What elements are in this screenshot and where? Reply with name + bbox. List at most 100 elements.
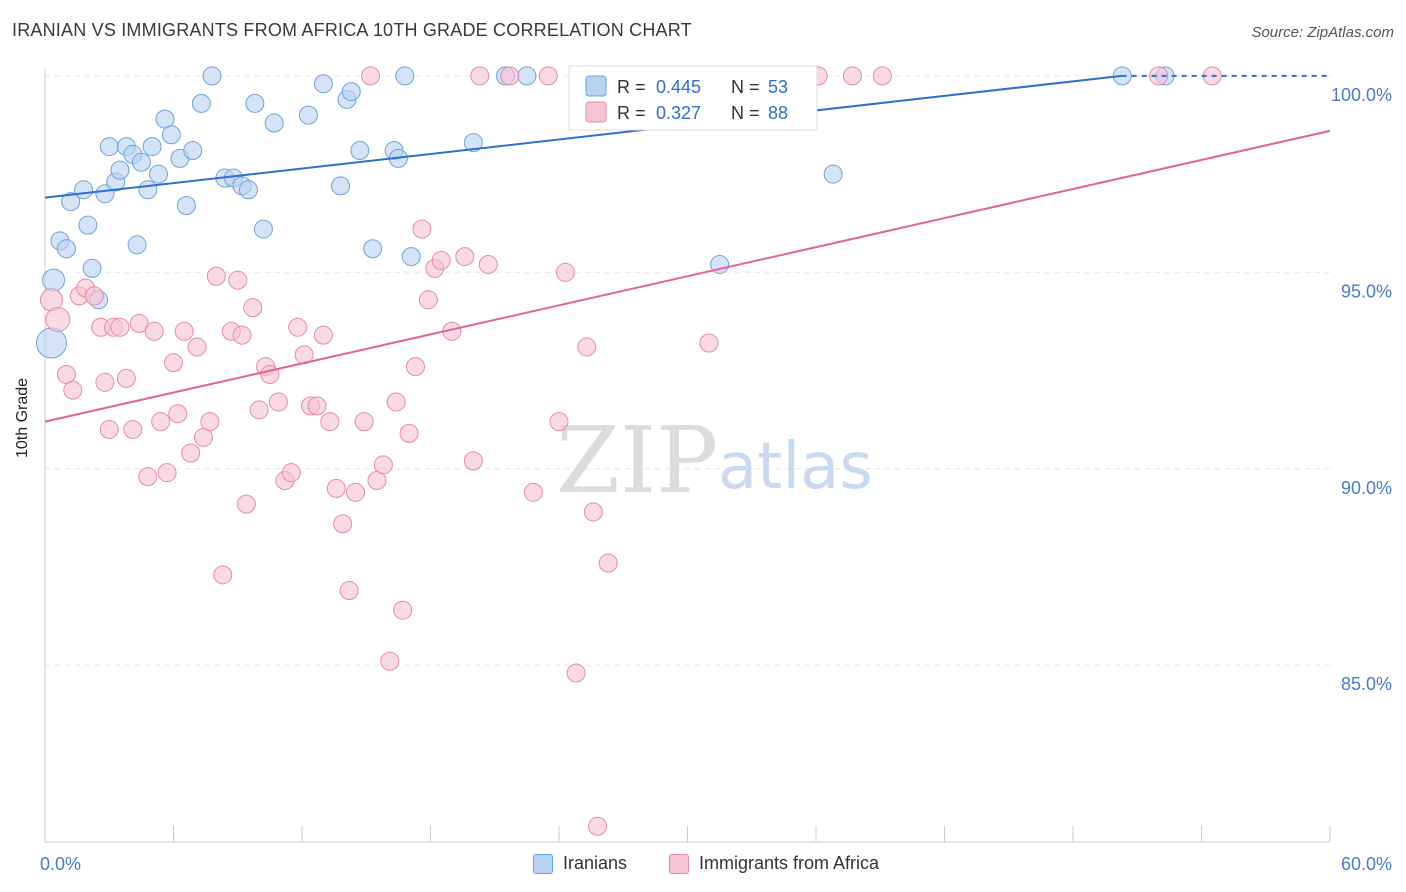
legend-swatch-africa [669, 853, 689, 874]
africa-point [232, 325, 252, 345]
africa-point [123, 419, 143, 439]
x-tick-label: 0.0% [40, 854, 81, 874]
iranians-point [127, 235, 147, 255]
africa-point [431, 251, 451, 271]
stats-n-value-pink: 88 [768, 103, 788, 123]
iranians-point [149, 164, 169, 184]
africa-point [151, 412, 171, 432]
africa-point [268, 392, 288, 412]
legend-label-africa: Immigrants from Africa [699, 853, 880, 873]
africa-point [478, 254, 498, 274]
legend-swatch-iranians [533, 853, 553, 874]
africa-point [99, 419, 119, 439]
africa-point [157, 463, 177, 483]
africa-point [260, 364, 280, 384]
africa-point [144, 321, 164, 341]
africa-point [206, 266, 226, 286]
iranians-point [78, 215, 98, 235]
iranians-point [350, 141, 370, 161]
iranians-point [331, 176, 351, 196]
africa-point [326, 478, 346, 498]
stats-r-label-blue: R = [617, 77, 646, 97]
africa-point [84, 286, 104, 306]
stats-legend-box: R = 0.445 N = 53 R = 0.327 N = 88 [568, 65, 818, 131]
iranians-point [191, 93, 211, 113]
iranians-point [202, 66, 222, 86]
legend-item-iranians[interactable]: Iranians [533, 853, 627, 874]
africa-point [313, 325, 333, 345]
legend-item-africa[interactable]: Immigrants from Africa [669, 853, 879, 874]
source-label: Source: ZipAtlas.com [1251, 24, 1394, 41]
watermark-atlas: atlas [718, 430, 873, 504]
iranians-point [313, 74, 333, 94]
trend-lines [44, 74, 1331, 423]
africa-point [583, 502, 603, 522]
stats-r-label-pink: R = [617, 103, 646, 123]
africa-point [842, 66, 862, 86]
africa-point [555, 262, 575, 282]
africa-point [168, 404, 188, 424]
africa-point [249, 400, 269, 420]
africa-point [63, 380, 83, 400]
y-tick-label: 85.0% [1341, 674, 1392, 694]
axes: 100.0% 95.0% 90.0% 85.0% 0.0% 60.0% [40, 68, 1392, 874]
iranians-point [161, 125, 181, 145]
africa-point [393, 600, 413, 620]
africa-point [470, 66, 490, 86]
iranians-point [56, 239, 76, 259]
iranians-point [363, 239, 383, 259]
africa-point [110, 317, 130, 337]
stats-r-value-blue: 0.445 [656, 77, 701, 97]
africa-point [418, 290, 438, 310]
iranians-point [35, 327, 67, 359]
africa-point [373, 455, 393, 475]
trendline-iranians [44, 74, 1122, 199]
iranians-point [95, 184, 115, 204]
chart-title: IRANIAN VS IMMIGRANTS FROM AFRICA 10TH G… [12, 20, 692, 40]
stats-n-label-blue: N = [731, 77, 760, 97]
iranians-point [183, 141, 203, 161]
iranians-point [42, 268, 66, 292]
africa-point [116, 368, 136, 388]
africa-point [399, 423, 419, 443]
africa-point [598, 553, 618, 573]
africa-point [566, 663, 586, 683]
iranians-point [463, 133, 483, 153]
iranians-point [176, 196, 196, 216]
iranians-point [298, 105, 318, 125]
africa-point [339, 581, 359, 601]
africa-point [455, 247, 475, 267]
africa-point [872, 66, 892, 86]
iranians-point [74, 180, 94, 200]
iranians-point [823, 164, 843, 184]
africa-point [288, 317, 308, 337]
iranians-point [245, 93, 265, 113]
africa-point [181, 443, 201, 463]
stats-r-value-pink: 0.327 [656, 103, 701, 123]
africa-point [307, 396, 327, 416]
africa-point [236, 494, 256, 514]
africa-point [588, 816, 608, 836]
africa-point [95, 372, 115, 392]
iranians-point [138, 180, 158, 200]
africa-point [538, 66, 558, 86]
africa-point [406, 357, 426, 377]
data-points [35, 66, 1222, 836]
africa-point [354, 412, 374, 432]
y-tick-label: 100.0% [1331, 85, 1392, 105]
y-tick-label: 90.0% [1341, 478, 1392, 498]
africa-point [380, 651, 400, 671]
trendline-africa [44, 129, 1331, 423]
iranians-point [82, 258, 102, 278]
watermark: ZIP atlas [556, 407, 873, 514]
africa-point [164, 353, 183, 373]
africa-point [523, 482, 543, 502]
africa-point [138, 467, 158, 487]
africa-point [463, 451, 483, 471]
iranians-point [341, 82, 361, 102]
africa-point [243, 298, 263, 318]
africa-point [187, 337, 207, 357]
stats-swatch-blue [585, 75, 607, 97]
africa-point [213, 565, 233, 585]
stats-box-frame [568, 65, 818, 131]
